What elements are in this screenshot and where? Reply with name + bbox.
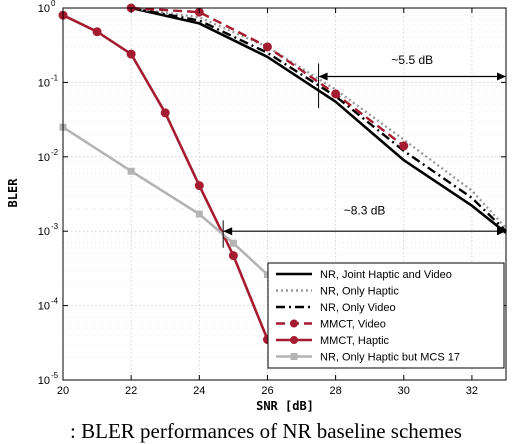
data-point [195,210,203,218]
legend-label: NR, Only Haptic [320,286,399,298]
legend-label: NR, Only Haptic but MCS 17 [320,352,460,364]
x-tick-label: 28 [329,385,341,397]
y-tick-exponent: -5 [51,371,59,380]
legend: NR, Joint Haptic and Video NR, Only Hapti… [267,262,505,369]
legend-label: NR, Joint Haptic and Video [320,269,452,281]
series-3 [126,3,409,151]
legend-swatch-marker [290,319,298,328]
data-point [229,239,237,247]
x-tick-label: 20 [57,385,69,397]
y-tick-label: 10 [38,3,50,15]
legend-box [267,262,505,369]
series-line [130,6,507,234]
data-point [126,49,136,59]
y-tick-exponent: -2 [51,148,59,157]
y-tick-exponent: 0 [51,0,56,8]
x-tick-label: 26 [261,385,273,397]
x-axis-label: SNR [dB] [256,399,314,413]
legend-label: NR, Only Video [320,302,396,314]
y-tick-label: 10 [38,77,50,89]
legend-entry-3: MMCT, Video [276,319,386,331]
y-tick-label: 10 [38,301,50,313]
legend-label: MMCT, Video [320,319,386,331]
legend-entry-4: MMCT, Haptic [276,335,390,347]
data-point [228,251,238,261]
y-axis-label: BLER [6,178,20,208]
x-tick-label: 24 [193,385,205,397]
data-point [399,141,409,151]
y-tick-exponent: -1 [51,73,59,82]
data-point [331,89,341,99]
data-point [160,108,170,118]
y-tick-label: 10 [38,375,50,387]
y-tick-exponent: -3 [51,222,59,231]
data-point [194,181,204,191]
y-tick-exponent: -4 [51,297,59,306]
annotation-1: ~8.3 dB [222,203,507,248]
plot-frame [62,7,507,381]
legend-entry-1: NR, Only Haptic [276,286,399,298]
x-tick-label: 22 [125,385,137,397]
legend-entry-5: NR, Only Haptic but MCS 17 [276,352,460,364]
legend-label: MMCT, Haptic [320,335,390,347]
y-tick-label: 10 [38,152,50,164]
legend-entry-2: NR, Only Video [276,302,396,314]
annotation-arrowhead-left [223,227,233,236]
data-point [92,27,102,37]
annotation-arrowhead-left [318,72,328,81]
legend-entry-0: NR, Joint Haptic and Video [276,269,452,281]
series-0 [130,6,507,234]
data-series [58,3,507,345]
y-tick-label: 10 [38,226,50,238]
x-tick-label: 30 [398,385,410,397]
figure-caption: : BLER performances of NR baseline schem… [70,419,462,443]
annotation-arrowhead-right [497,72,506,81]
legend-swatch-marker [290,336,298,344]
annotation-label: ~5.5 dB [391,53,433,67]
annotation-label: ~8.3 dB [344,203,386,217]
data-point [263,271,271,279]
legend-swatch-marker [290,353,298,360]
x-tick-label: 32 [466,385,478,397]
data-point [127,167,135,175]
data-point [262,42,272,52]
